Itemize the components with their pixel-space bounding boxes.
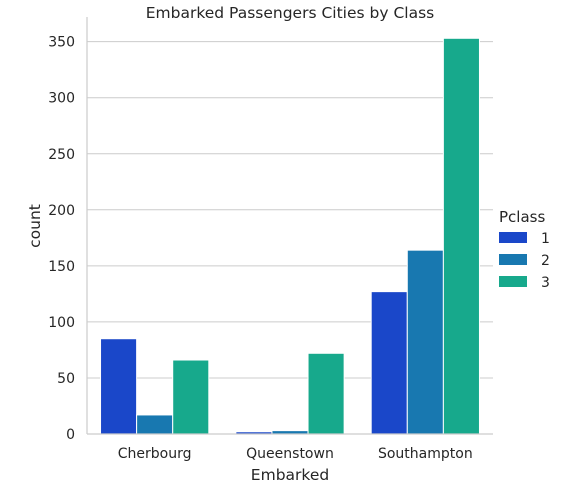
bar-cherbourg-class-2: [136, 414, 174, 435]
bar-cherbourg-class-1: [100, 338, 138, 435]
y-tick-label-5: 250: [48, 147, 75, 163]
x-tick-label-0: Cherbourg: [118, 446, 192, 462]
y-axis-label: count: [26, 204, 44, 248]
legend-label-3: 3: [541, 275, 550, 291]
x-tick-label-2: Southampton: [378, 446, 473, 462]
legend-title: Pclass: [499, 208, 545, 226]
bar-southampton-class-3: [442, 37, 480, 435]
legend-label-2: 2: [541, 253, 550, 269]
axes: [86, 17, 493, 435]
bar-queenstown-class-3: [307, 352, 345, 435]
y-tick-labels: 0 50 100 150 200 250 300 350: [48, 35, 75, 443]
x-tick-label-1: Queenstown: [246, 446, 334, 462]
chart-title: Embarked Passengers Cities by Class: [146, 4, 435, 22]
y-tick-label-0: 0: [66, 427, 75, 443]
bar-southampton-class-1: [370, 291, 408, 435]
legend: Pclass 1 2 3: [499, 208, 550, 291]
legend-swatch-1: [499, 232, 527, 243]
bars: [100, 37, 480, 435]
x-axis-label: Embarked: [251, 466, 329, 484]
legend-label-1: 1: [541, 231, 550, 247]
bar-cherbourg-class-3: [172, 359, 210, 435]
bar-southampton-class-2: [406, 249, 444, 435]
grid-lines: [87, 41, 493, 379]
y-tick-label-2: 100: [48, 315, 75, 331]
legend-swatch-2: [499, 254, 527, 265]
y-tick-label-7: 350: [48, 35, 75, 51]
y-tick-label-1: 50: [57, 371, 75, 387]
y-tick-label-6: 300: [48, 91, 75, 107]
y-tick-label-3: 150: [48, 259, 75, 275]
y-tick-label-4: 200: [48, 203, 75, 219]
x-tick-labels: Cherbourg Queenstown Southampton: [118, 446, 473, 462]
legend-swatch-3: [499, 276, 527, 287]
